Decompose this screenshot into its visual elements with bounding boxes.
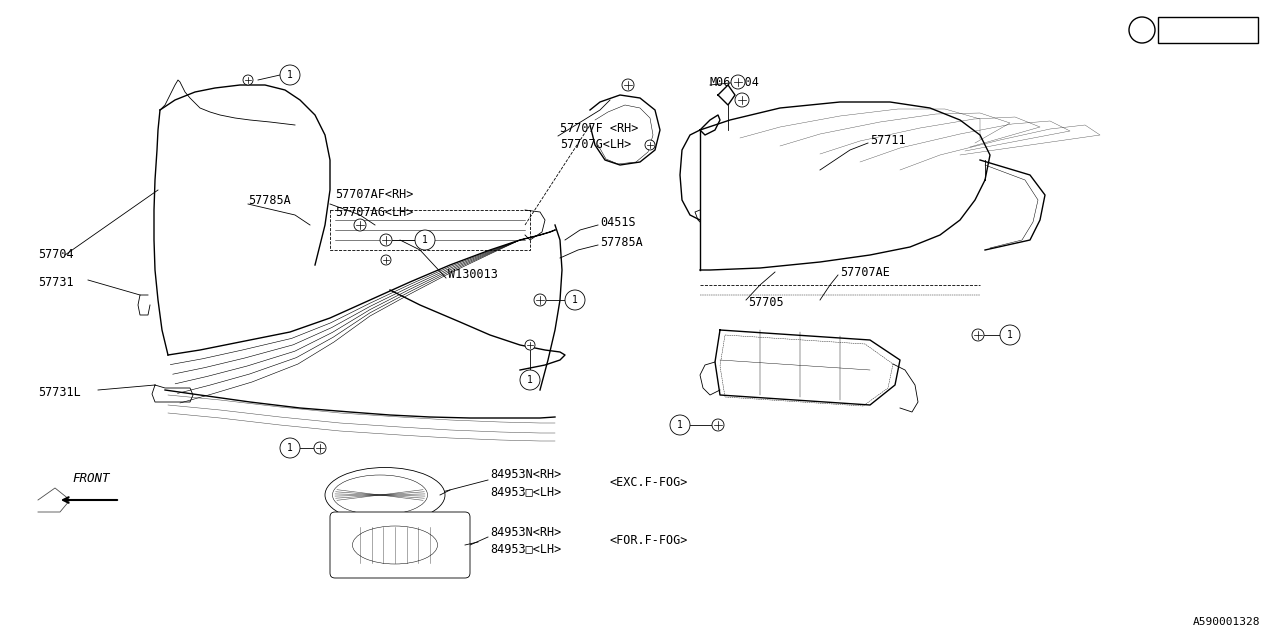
Text: 57707AG<LH>: 57707AG<LH> <box>335 205 413 218</box>
Text: W140007: W140007 <box>1184 24 1236 36</box>
Text: 1: 1 <box>287 70 293 80</box>
Text: 57785A: 57785A <box>248 193 291 207</box>
FancyBboxPatch shape <box>330 512 470 578</box>
Ellipse shape <box>325 467 445 522</box>
Text: <EXC.F-FOG>: <EXC.F-FOG> <box>611 476 689 488</box>
Circle shape <box>712 419 724 431</box>
Circle shape <box>669 415 690 435</box>
Text: 0451S: 0451S <box>600 216 636 228</box>
Circle shape <box>355 219 366 231</box>
Circle shape <box>280 438 300 458</box>
Text: 57731: 57731 <box>38 275 74 289</box>
Text: 1: 1 <box>677 420 684 430</box>
Text: 57731L: 57731L <box>38 385 81 399</box>
Text: A590001328: A590001328 <box>1193 617 1260 627</box>
Text: 57711: 57711 <box>870 134 906 147</box>
Text: <FOR.F-FOG>: <FOR.F-FOG> <box>611 534 689 547</box>
Circle shape <box>735 93 749 107</box>
Ellipse shape <box>352 526 438 564</box>
Text: FRONT: FRONT <box>72 472 110 484</box>
Circle shape <box>525 340 535 350</box>
Text: 1: 1 <box>287 443 293 453</box>
Text: 84953N<RH>: 84953N<RH> <box>490 468 561 481</box>
Circle shape <box>1129 17 1155 43</box>
Circle shape <box>243 75 253 85</box>
Circle shape <box>645 140 655 150</box>
Circle shape <box>534 294 547 306</box>
Text: W130013: W130013 <box>448 269 498 282</box>
Text: 1: 1 <box>527 375 532 385</box>
Text: 57707AE: 57707AE <box>840 266 890 278</box>
Text: M060004: M060004 <box>710 76 760 88</box>
Circle shape <box>314 442 326 454</box>
Text: 57785A: 57785A <box>600 236 643 248</box>
Circle shape <box>1000 325 1020 345</box>
Text: 84953N<RH>: 84953N<RH> <box>490 525 561 538</box>
Circle shape <box>280 65 300 85</box>
FancyBboxPatch shape <box>1158 17 1258 43</box>
Circle shape <box>380 234 392 246</box>
Text: 57707AF<RH>: 57707AF<RH> <box>335 189 413 202</box>
Circle shape <box>520 370 540 390</box>
Circle shape <box>415 230 435 250</box>
Circle shape <box>622 79 634 91</box>
Circle shape <box>972 329 984 341</box>
Circle shape <box>381 255 390 265</box>
Text: 84953□<LH>: 84953□<LH> <box>490 543 561 556</box>
Circle shape <box>564 290 585 310</box>
Text: 57707G<LH>: 57707G<LH> <box>561 138 631 152</box>
Text: 84953□<LH>: 84953□<LH> <box>490 486 561 499</box>
Text: 1: 1 <box>1138 24 1146 36</box>
Text: 1: 1 <box>572 295 579 305</box>
Circle shape <box>731 75 745 89</box>
Text: 1: 1 <box>422 235 428 245</box>
Text: 1: 1 <box>1007 330 1012 340</box>
Text: 57707F <RH>: 57707F <RH> <box>561 122 639 134</box>
Text: 57705: 57705 <box>748 296 783 308</box>
Ellipse shape <box>333 475 428 515</box>
Text: 57704: 57704 <box>38 248 74 262</box>
